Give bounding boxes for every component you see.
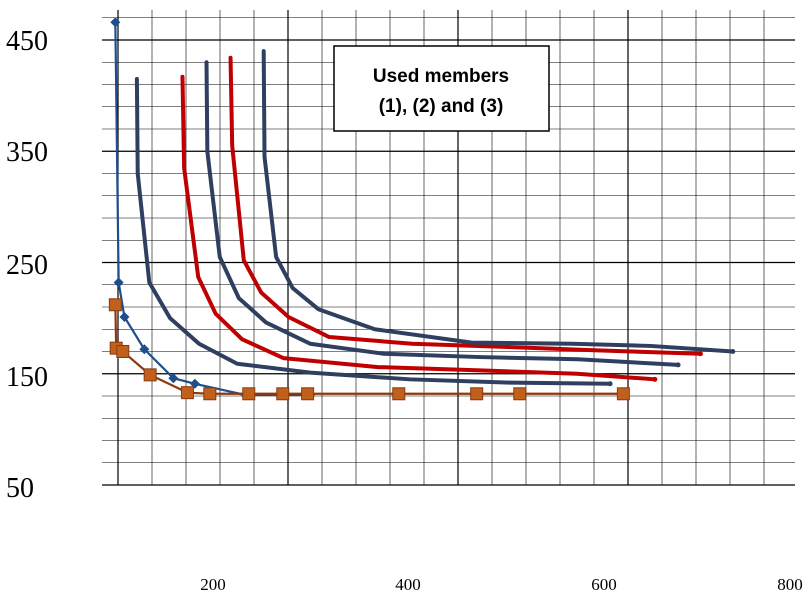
series-line xyxy=(261,49,735,354)
x-tick-label: 800 xyxy=(777,575,803,594)
data-point xyxy=(116,345,130,358)
data-point xyxy=(301,387,315,401)
series-endpoint xyxy=(675,362,681,368)
series-5 xyxy=(204,60,681,368)
annotation-line-1: Used members xyxy=(373,66,509,87)
series-3 xyxy=(134,76,613,387)
x-tick-label: 400 xyxy=(395,575,421,594)
y-tick-label: 350 xyxy=(6,137,48,168)
series-endpoint xyxy=(730,349,736,354)
data-point xyxy=(513,387,527,401)
x-tick-label: 200 xyxy=(200,575,226,594)
data-point xyxy=(108,298,122,312)
data-point xyxy=(143,368,157,382)
series-endpoint xyxy=(652,376,658,382)
data-point xyxy=(616,387,630,401)
data-point xyxy=(139,344,150,355)
data-point xyxy=(119,312,130,323)
data-point xyxy=(110,17,121,28)
annotation-box: Used members (1), (2) and (3) xyxy=(333,45,550,132)
y-tick-label: 150 xyxy=(6,362,48,393)
y-tick-label: 250 xyxy=(6,250,48,281)
y-tick-label: 50 xyxy=(6,473,34,504)
x-tick-label: 600 xyxy=(591,575,617,594)
axis-ticks: 450 350 250 150 50 200 400 600 800 xyxy=(6,26,803,594)
data-point xyxy=(113,277,124,288)
series-2 xyxy=(108,298,630,401)
series-line xyxy=(228,55,703,356)
data-point xyxy=(392,387,406,401)
data-point xyxy=(168,373,179,384)
series-4 xyxy=(180,74,658,382)
series-line xyxy=(180,74,657,382)
series-line xyxy=(134,76,613,386)
series-line xyxy=(204,60,681,367)
data-point xyxy=(276,387,290,401)
series-7 xyxy=(261,49,736,354)
series-endpoint xyxy=(607,381,613,387)
series-6 xyxy=(228,55,703,357)
annotation-line-2: (1), (2) and (3) xyxy=(379,96,504,117)
data-point xyxy=(470,387,484,401)
data-point xyxy=(242,387,256,401)
data-point xyxy=(180,386,194,400)
y-tick-label: 450 xyxy=(6,26,48,57)
series-endpoint xyxy=(697,351,703,357)
series-lines xyxy=(108,17,736,401)
data-point xyxy=(203,387,217,401)
annotation-frame xyxy=(333,45,550,132)
